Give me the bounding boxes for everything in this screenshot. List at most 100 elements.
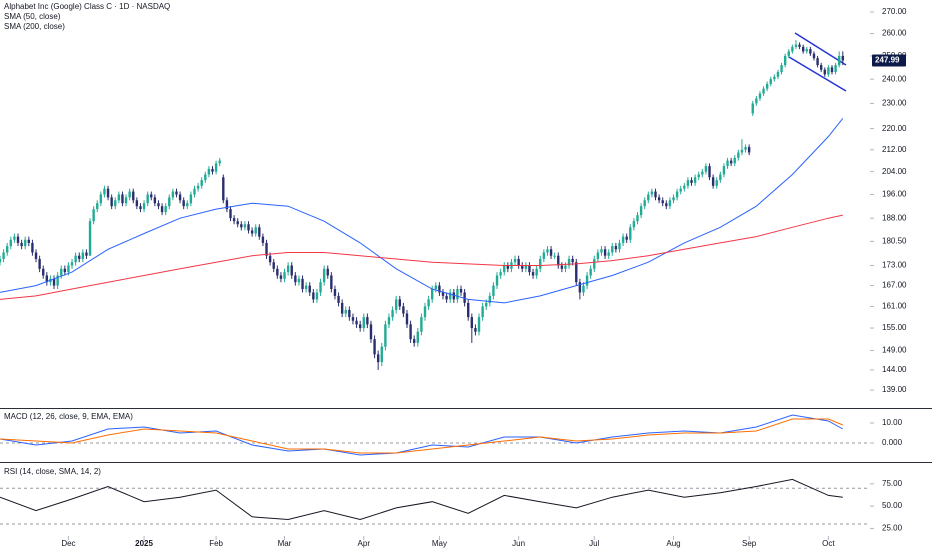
candle-body <box>729 160 733 164</box>
candle-body <box>416 331 419 343</box>
candle-body <box>452 292 456 300</box>
candle-body <box>611 246 614 253</box>
candle-body <box>539 258 542 269</box>
candle-body <box>214 163 218 172</box>
y-tick-label: 161.00 <box>882 302 907 311</box>
candle-body <box>261 236 265 243</box>
candle-body <box>412 339 416 343</box>
candle-body <box>117 194 121 201</box>
indicator-line <box>0 478 843 521</box>
candle-body <box>776 72 780 77</box>
candle-body <box>438 285 441 293</box>
candle-body <box>715 180 718 186</box>
candle-body <box>110 197 113 207</box>
y-tick-label: 139.00 <box>882 385 907 394</box>
candle-body <box>690 180 693 183</box>
x-tick-label: Sep <box>742 539 757 548</box>
candle-body <box>9 239 13 247</box>
candle-body <box>24 239 27 247</box>
candle-body <box>168 197 171 207</box>
candle-body <box>773 76 776 80</box>
candle-body <box>524 265 528 269</box>
candle-body <box>312 292 315 300</box>
candle-body <box>294 275 297 283</box>
candle-body <box>643 200 646 207</box>
candle-body <box>434 285 438 290</box>
candle-body <box>517 258 520 266</box>
candle-body <box>74 255 77 263</box>
channel-line <box>794 32 847 66</box>
candle-body <box>13 236 16 240</box>
y-tick-label: 50.00 <box>882 501 903 510</box>
candle-body <box>834 65 837 73</box>
x-tick-label: Apr <box>358 539 371 548</box>
candle-body <box>394 299 398 310</box>
candle-body <box>236 221 239 225</box>
pane-title: MACD (12, 26, close, 9, EMA, EMA) <box>4 412 133 421</box>
candle-body <box>841 55 844 61</box>
candle-body <box>513 258 517 263</box>
candle-body <box>351 317 355 321</box>
candle-body <box>751 103 754 114</box>
candle-body <box>675 191 679 198</box>
chart-title: Alphabet Inc (Google) Class C · 1D · NAS… <box>4 2 170 11</box>
candle-body <box>607 252 610 256</box>
candle-body <box>52 278 56 286</box>
indicator-line <box>0 418 843 454</box>
candle-body <box>402 306 405 314</box>
candle-body <box>99 194 103 204</box>
price-label: 247.99 <box>875 56 900 65</box>
candle-body <box>178 194 182 201</box>
candle-body <box>654 191 657 198</box>
candle-body <box>344 309 347 314</box>
candle-body <box>679 188 682 192</box>
candle-body <box>290 265 293 276</box>
candle-body <box>384 324 387 347</box>
candle-body <box>132 191 135 201</box>
legend-entry: SMA (50, close) <box>4 12 61 21</box>
y-tick-label: 188.00 <box>882 213 907 222</box>
candle-body <box>70 262 74 266</box>
candle-body <box>632 221 636 228</box>
candle-body <box>153 197 157 204</box>
y-tick-label: 167.00 <box>882 281 907 290</box>
candle-body <box>319 282 322 293</box>
candle-body <box>182 200 185 207</box>
candle-body <box>283 272 286 279</box>
candle-body <box>232 218 236 222</box>
x-tick-label: Jun <box>512 539 525 548</box>
candle-body <box>758 93 762 99</box>
candle-body <box>625 236 628 240</box>
candle-body <box>301 278 304 290</box>
candle-body <box>830 67 834 73</box>
candle-body <box>740 149 744 153</box>
candle-body <box>369 324 373 340</box>
candle-body <box>668 200 672 207</box>
candle-body <box>672 197 675 201</box>
candle-body <box>575 262 578 283</box>
candle-body <box>733 157 736 164</box>
candle-body <box>704 166 708 172</box>
candle-body <box>427 299 430 307</box>
candle-body <box>157 203 160 207</box>
candle-body <box>791 46 794 52</box>
sma-line <box>0 118 844 304</box>
candle-body <box>391 309 394 318</box>
y-tick-label: 0.000 <box>882 438 903 447</box>
candle-body <box>463 292 466 303</box>
candle-body <box>211 168 214 172</box>
candle-body <box>765 83 769 89</box>
candle-body <box>755 98 758 104</box>
candle-body <box>225 200 229 210</box>
candle-body <box>488 295 492 303</box>
candle-body <box>337 295 340 303</box>
candle-body <box>139 206 142 210</box>
candle-body <box>229 209 232 219</box>
candle-body <box>160 206 164 213</box>
candle-body <box>67 265 70 273</box>
candle-body <box>128 191 131 198</box>
candle-body <box>467 302 470 318</box>
y-tick-label: 270.00 <box>882 7 907 16</box>
channel-line <box>788 56 847 92</box>
candle-body <box>222 177 225 201</box>
